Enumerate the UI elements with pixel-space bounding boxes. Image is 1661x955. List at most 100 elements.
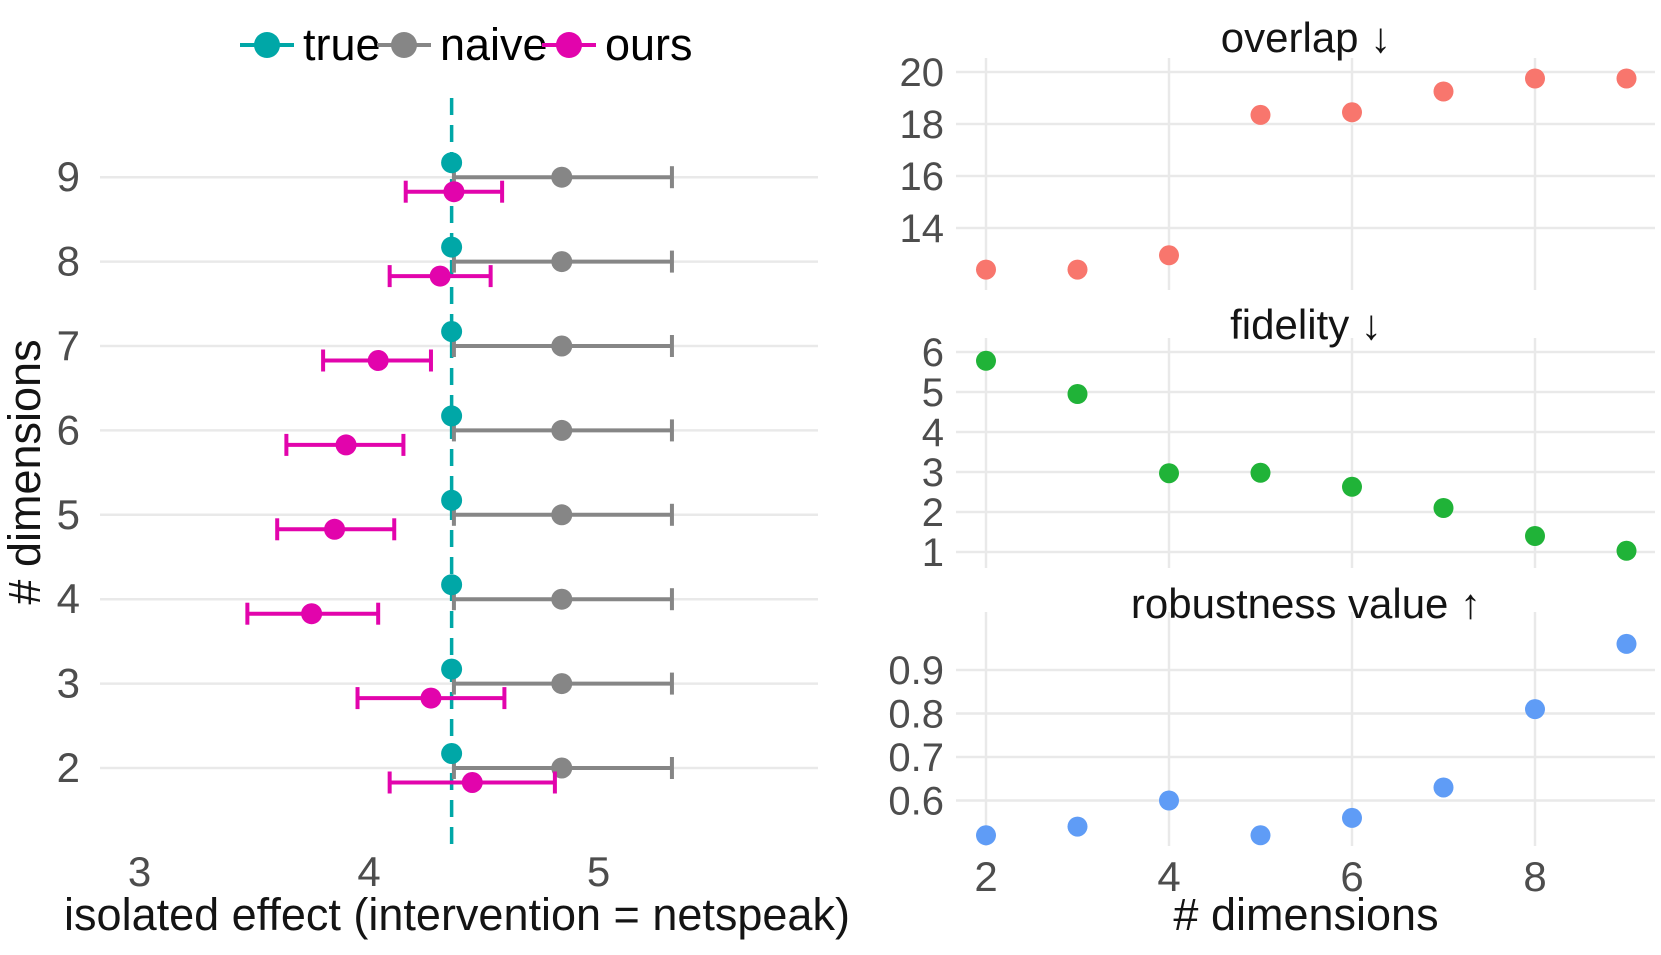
robustness-title: robustness value ↑ [1131, 580, 1481, 627]
y-tick-label: 18 [900, 103, 945, 147]
legend-dot-true [254, 32, 280, 58]
y-tick-label: 6 [922, 331, 944, 375]
point-ours [301, 603, 323, 625]
y-tick-label: 3 [57, 660, 80, 707]
point-naive [551, 673, 573, 695]
point-fidelity [1159, 463, 1179, 484]
x-tick-label: 4 [1157, 853, 1180, 900]
point-fidelity [976, 350, 996, 371]
point-true [441, 321, 463, 342]
y-tick-label: 14 [900, 207, 945, 251]
series-ours [245, 180, 557, 794]
point-overlap [1159, 245, 1179, 266]
point-fidelity [1433, 498, 1454, 518]
point-fidelity [1342, 476, 1362, 497]
legend-item-naive: naive [377, 19, 548, 70]
point-overlap [1067, 259, 1088, 280]
point-fidelity [1525, 526, 1545, 546]
legend-label-naive: naive [440, 19, 548, 70]
y-tick-label: 16 [900, 155, 945, 199]
point-overlap [1433, 81, 1454, 102]
y-tick-label: 0.9 [888, 649, 944, 693]
point-robustness [1433, 777, 1454, 798]
legend-dot-ours [556, 32, 582, 58]
point-fidelity [1616, 540, 1637, 561]
point-ours [324, 518, 346, 540]
point-naive [551, 504, 573, 526]
y-tick-label: 3 [922, 451, 944, 495]
y-tick-label: 4 [57, 575, 80, 622]
y-tick-label: 0.8 [888, 693, 944, 737]
y-tick-label: 2 [57, 744, 80, 791]
point-ours [420, 687, 442, 709]
y-tick-label: 1 [922, 531, 944, 575]
y-tick-label: 5 [922, 371, 944, 415]
x-tick-label: 2 [974, 853, 997, 900]
x-tick-label: 5 [587, 848, 610, 895]
overlap-title: overlap ↓ [1221, 14, 1391, 61]
legend: true naive ours [240, 19, 693, 70]
point-overlap [1616, 68, 1637, 89]
y-tick-label: 6 [57, 406, 80, 453]
point-naive [551, 335, 573, 357]
y-tick-label: 0.6 [888, 780, 944, 824]
point-true [441, 743, 463, 764]
point-true [441, 152, 463, 174]
point-robustness [1067, 816, 1088, 837]
panel-robustness: 0.90.80.70.6 [888, 612, 1655, 846]
x-tick-label: 4 [357, 848, 380, 895]
fidelity-title: fidelity ↓ [1230, 301, 1382, 348]
point-ours [429, 265, 451, 287]
point-overlap [976, 259, 996, 280]
legend-dot-naive [391, 32, 417, 58]
point-naive [551, 251, 573, 273]
point-true [441, 574, 463, 596]
y-tick-label: 0.7 [888, 736, 944, 780]
point-ours [443, 181, 465, 203]
point-robustness [1616, 633, 1637, 654]
point-ours [335, 434, 357, 456]
legend-item-ours: ours [542, 19, 693, 70]
point-overlap [1342, 102, 1362, 123]
point-naive [551, 419, 573, 441]
panel-overlap: 20 18 16 14 [900, 51, 1655, 290]
left-panel-series [245, 98, 674, 852]
y-tick-label: 8 [57, 238, 80, 285]
left-panel-ticks: 2 3 4 5 6 7 8 9 3 4 5 [57, 153, 611, 895]
point-overlap [1525, 68, 1545, 89]
legend-label-true: true [303, 19, 381, 70]
series-naive [451, 166, 674, 779]
left-y-axis-label: # dimensions [0, 339, 50, 604]
y-tick-label: 4 [922, 411, 944, 455]
point-ours [461, 772, 483, 793]
x-tick-label: 8 [1523, 853, 1546, 900]
point-robustness [1525, 699, 1545, 720]
y-tick-label: 9 [57, 153, 80, 200]
point-naive [551, 588, 573, 610]
point-fidelity [1067, 384, 1088, 404]
y-tick-label: 7 [57, 322, 80, 369]
point-true [441, 405, 463, 427]
x-tick-label: 3 [128, 848, 151, 895]
point-robustness [1250, 825, 1271, 846]
point-ours [367, 350, 389, 371]
right-x-axis-label: # dimensions [1173, 889, 1438, 940]
left-panel-gridlines [100, 175, 818, 770]
point-robustness [1159, 790, 1179, 811]
point-fidelity [1250, 462, 1271, 483]
series-true [441, 152, 463, 764]
point-true [441, 236, 463, 258]
left-x-axis-label: isolated effect (intervention = netspeak… [64, 889, 850, 940]
point-true [441, 658, 463, 680]
legend-item-true: true [240, 19, 381, 70]
y-tick-label: 2 [922, 491, 944, 535]
point-naive [551, 166, 573, 188]
legend-label-ours: ours [605, 19, 693, 70]
x-tick-label: 6 [1340, 853, 1363, 900]
point-robustness [976, 825, 996, 846]
point-overlap [1250, 104, 1271, 125]
